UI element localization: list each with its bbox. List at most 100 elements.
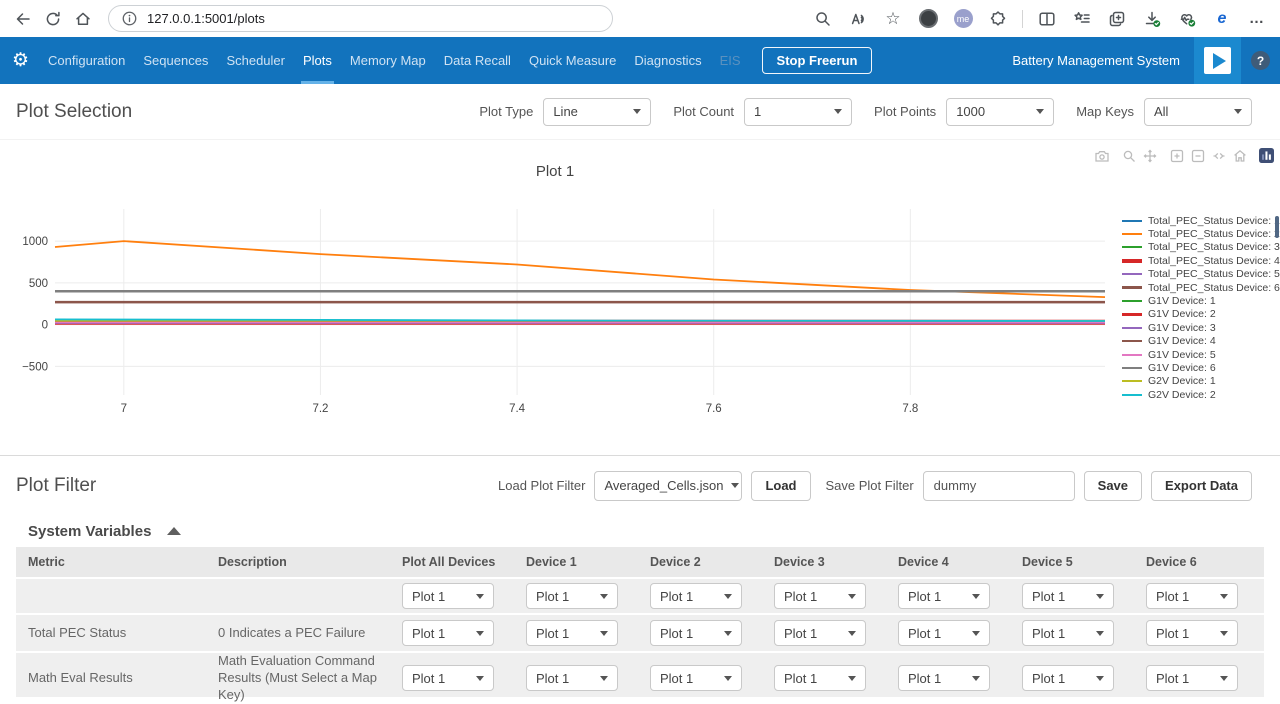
plot-select-row2-col6[interactable]: Plot 1 xyxy=(1146,665,1238,692)
browser-essentials-icon[interactable] xyxy=(1172,4,1202,34)
pan-tool-icon[interactable] xyxy=(1141,147,1158,164)
favorite-star-icon[interactable]: ☆ xyxy=(885,9,901,28)
plot-select-row1-col4[interactable]: Plot 1 xyxy=(898,620,990,646)
plot-count-label: Plot Count xyxy=(673,104,735,119)
plot-select-cell: Plot 1 xyxy=(762,583,886,609)
extension-icon-badge[interactable] xyxy=(983,4,1013,34)
plot-card[interactable]: Plot 1 −500 0 500 1000 7 7.2 7.4 7.6 7.8 Total_P… xyxy=(0,140,1280,455)
stop-freerun-button[interactable]: Stop Freerun xyxy=(761,47,873,74)
legend-item-g1v-device-2[interactable]: G1V Device: 2 xyxy=(1122,308,1274,321)
split-screen-icon[interactable] xyxy=(1032,4,1062,34)
legend-item-total-pec-status-device-4[interactable]: Total_PEC_Status Device: 4 xyxy=(1122,254,1280,267)
plot-select-row0-col6[interactable]: Plot 1 xyxy=(1146,583,1238,609)
favorites-icon[interactable] xyxy=(1067,4,1097,34)
legend-item-g1v-device-6[interactable]: G1V Device: 6 xyxy=(1122,361,1274,374)
back-icon[interactable] xyxy=(8,4,38,34)
nav-item-scheduler[interactable]: Scheduler xyxy=(226,53,285,68)
ie-mode-icon[interactable]: e xyxy=(1217,9,1227,27)
legend-scrollbar[interactable] xyxy=(1275,216,1279,238)
reset-axes-home-icon[interactable] xyxy=(1231,147,1248,164)
caret-down-icon xyxy=(834,109,843,114)
plot-select-row2-col0[interactable]: Plot 1 xyxy=(402,665,494,692)
caret-down-icon xyxy=(724,630,732,636)
zoom-in-icon[interactable] xyxy=(1168,147,1185,164)
settings-gear-icon[interactable]: ⚙ xyxy=(12,50,30,71)
collections-icon[interactable] xyxy=(1102,4,1132,34)
legend-item-g2v-device-2[interactable]: G2V Device: 2 xyxy=(1122,388,1274,401)
plot-select-row0-col3[interactable]: Plot 1 xyxy=(774,583,866,609)
nav-item-data-recall[interactable]: Data Recall xyxy=(443,53,511,68)
system-variables-title: System Variables xyxy=(28,522,152,540)
nav-item-quick-measure[interactable]: Quick Measure xyxy=(528,53,617,68)
url-text[interactable]: 127.0.0.1:5001/plots xyxy=(147,11,265,26)
legend-item-total-pec-status-device-2[interactable]: Total_PEC_Status Device: 2 xyxy=(1122,227,1280,240)
plot-select-row0-col4[interactable]: Plot 1 xyxy=(898,583,990,609)
plot-select-row1-col1[interactable]: Plot 1 xyxy=(526,620,618,646)
load-button[interactable]: Load xyxy=(751,470,811,501)
plot-select-row2-col2[interactable]: Plot 1 xyxy=(650,665,742,692)
legend-item-g1v-device-5[interactable]: G1V Device: 5 xyxy=(1122,348,1274,361)
extension-icon-dark[interactable] xyxy=(913,4,943,34)
settings-menu-icon[interactable]: … xyxy=(1249,10,1265,27)
zoom-page-icon[interactable] xyxy=(808,4,838,34)
save-filter-input[interactable] xyxy=(922,470,1075,501)
zoom-out-icon[interactable] xyxy=(1189,147,1206,164)
plot-select-row2-col1[interactable]: Plot 1 xyxy=(526,665,618,692)
plot-select-row2-col3[interactable]: Plot 1 xyxy=(774,665,866,692)
camera-icon[interactable] xyxy=(1093,147,1110,164)
map-keys-select[interactable]: All xyxy=(1144,97,1252,126)
table-body: Plot 1 Plot 1 Plot 1 Plot 1 Plot 1 Plot 1 Plot… xyxy=(16,579,1264,702)
profile-icon[interactable]: me xyxy=(948,4,978,34)
export-data-button[interactable]: Export Data xyxy=(1151,470,1252,501)
plot-select-row0-col5[interactable]: Plot 1 xyxy=(1022,583,1114,609)
caret-down-icon xyxy=(600,675,608,681)
plot-selection-controls: Plot Type Line Plot Count 1 Plot Points 1000 M… xyxy=(457,97,1252,126)
nav-item-memory-map[interactable]: Memory Map xyxy=(349,53,426,68)
legend-item-g2v-device-1[interactable]: G2V Device: 1 xyxy=(1122,375,1274,388)
plot-filter-controls: Load Plot Filter Averaged_Cells.json Loa… xyxy=(498,470,1252,501)
plot-select-row0-col2[interactable]: Plot 1 xyxy=(650,583,742,609)
load-plot-filter-label: Load Plot Filter xyxy=(498,478,586,493)
address-bar[interactable]: 127.0.0.1:5001/plots xyxy=(108,5,613,32)
legend-item-total-pec-status-device-3[interactable]: Total_PEC_Status Device: 3 xyxy=(1122,241,1280,254)
plot-type-label: Plot Type xyxy=(479,104,534,119)
plot-select-row2-col4[interactable]: Plot 1 xyxy=(898,665,990,692)
legend-item-g1v-device-3[interactable]: G1V Device: 3 xyxy=(1122,321,1274,334)
plot-select-row1-col6[interactable]: Plot 1 xyxy=(1146,620,1238,646)
plot-select-row1-col2[interactable]: Plot 1 xyxy=(650,620,742,646)
chart-plot-area[interactable]: −500 0 500 1000 7 7.2 7.4 7.6 7.8 xyxy=(16,205,1116,417)
legend-item-total-pec-status-device-6[interactable]: Total_PEC_Status Device: 6 xyxy=(1122,281,1280,294)
zoom-tool-icon[interactable] xyxy=(1120,147,1137,164)
nav-item-eis[interactable]: EIS xyxy=(719,53,741,68)
plot-select-row0-col1[interactable]: Plot 1 xyxy=(526,583,618,609)
plot-type-select[interactable]: Line xyxy=(543,97,652,126)
legend-item-total-pec-status-device-1[interactable]: Total_PEC_Status Device: 1 xyxy=(1122,214,1280,227)
nav-item-configuration[interactable]: Configuration xyxy=(48,53,126,68)
legend-item-total-pec-status-device-5[interactable]: Total_PEC_Status Device: 5 xyxy=(1122,268,1280,281)
legend-item-g1v-device-4[interactable]: G1V Device: 4 xyxy=(1122,335,1274,348)
load-filter-select[interactable]: Averaged_Cells.json xyxy=(594,470,743,501)
plot-select-row2-col5[interactable]: Plot 1 xyxy=(1022,665,1114,692)
metric-cell: Total PEC Status xyxy=(28,624,127,640)
read-aloud-icon[interactable] xyxy=(843,4,873,34)
site-info-icon[interactable] xyxy=(121,10,138,27)
help-icon[interactable]: ? xyxy=(1251,51,1270,70)
home-icon[interactable] xyxy=(68,4,98,34)
x-tick-label: 7.6 xyxy=(706,403,722,415)
nav-item-diagnostics[interactable]: Diagnostics xyxy=(634,53,702,68)
save-button[interactable]: Save xyxy=(1083,470,1143,501)
plot-select-row0-col0[interactable]: Plot 1 xyxy=(402,583,494,609)
collapse-arrow-icon[interactable] xyxy=(167,527,182,535)
plot-points-select[interactable]: 1000 xyxy=(946,97,1055,126)
nav-item-sequences[interactable]: Sequences xyxy=(143,53,209,68)
downloads-icon[interactable] xyxy=(1137,4,1167,34)
plot-select-row1-col0[interactable]: Plot 1 xyxy=(402,620,494,646)
plot-select-row1-col3[interactable]: Plot 1 xyxy=(774,620,866,646)
legend-item-g1v-device-1[interactable]: G1V Device: 1 xyxy=(1122,294,1274,307)
autoscale-icon[interactable] xyxy=(1210,147,1227,164)
plot-select-row1-col5[interactable]: Plot 1 xyxy=(1022,620,1114,646)
refresh-icon[interactable] xyxy=(38,4,68,34)
plotly-logo-icon[interactable] xyxy=(1258,147,1275,164)
nav-item-plots[interactable]: Plots xyxy=(294,37,341,84)
plot-count-select[interactable]: 1 xyxy=(744,97,853,126)
